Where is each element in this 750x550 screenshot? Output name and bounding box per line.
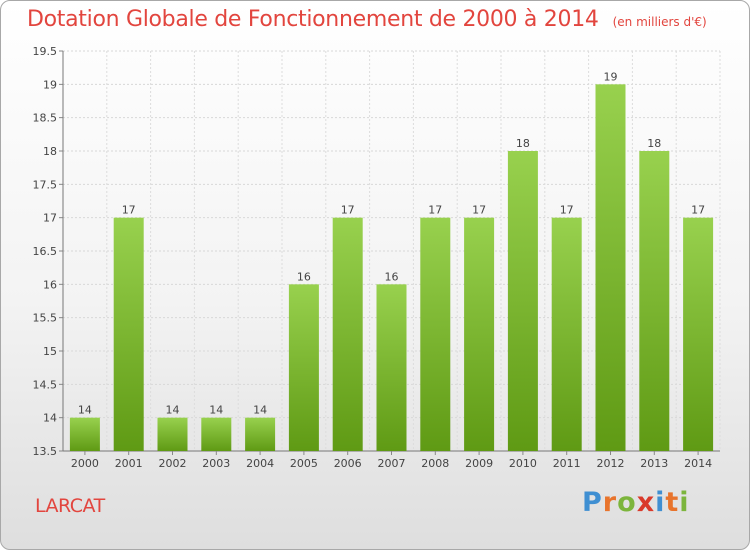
y-tick-label: 19.5 (33, 45, 58, 58)
value-label-2013: 18 (647, 137, 661, 150)
logo-letter: t (665, 487, 680, 518)
bar-2012 (595, 84, 626, 451)
x-tick-label-2006: 2006 (334, 457, 362, 470)
value-label-2010: 18 (516, 137, 530, 150)
logo-letter: x (636, 487, 656, 518)
x-tick-label-2011: 2011 (553, 457, 581, 470)
value-label-2000: 14 (78, 404, 92, 417)
x-tick-label-2009: 2009 (465, 457, 493, 470)
logo-letter: r (602, 487, 618, 518)
bar-2003 (201, 417, 232, 451)
y-tick-label: 13.5 (33, 445, 58, 458)
value-label-2003: 14 (209, 404, 223, 417)
y-tick-label: 14 (43, 412, 57, 425)
value-label-2014: 17 (691, 204, 705, 217)
value-label-2002: 14 (166, 404, 180, 417)
x-tick-label-2012: 2012 (597, 457, 625, 470)
value-label-2008: 17 (428, 204, 442, 217)
bar-2005 (288, 284, 319, 451)
value-label-2007: 16 (385, 270, 399, 283)
value-label-2009: 17 (472, 204, 486, 217)
logo-letter: i (679, 487, 690, 518)
value-label-2001: 17 (122, 204, 136, 217)
x-tick-label-2002: 2002 (159, 457, 187, 470)
x-tick-label-2008: 2008 (421, 457, 449, 470)
y-tick-label: 15 (43, 345, 57, 358)
bar-2014 (683, 217, 714, 451)
x-tick-label-2003: 2003 (202, 457, 230, 470)
logo-letter: o (617, 487, 637, 518)
bar-2008 (420, 217, 451, 451)
chart-title: Dotation Globale de Fonctionnement de 20… (27, 7, 599, 32)
bar-2006 (332, 217, 363, 451)
commune-name: LARCAT (35, 495, 105, 517)
bars (69, 84, 714, 451)
x-tick-label-2007: 2007 (378, 457, 406, 470)
x-tick-label-2001: 2001 (115, 457, 143, 470)
value-label-2006: 17 (341, 204, 355, 217)
proxiti-logo: Proxiti (582, 487, 690, 518)
x-tick-label-2004: 2004 (246, 457, 274, 470)
value-label-2004: 14 (253, 404, 267, 417)
bar-2007 (376, 284, 407, 451)
labels: 13.5 14 14.5 15 15.5 16 16.5 17 17.5 18 18.5 19 19.5… (33, 45, 713, 470)
y-tick-label: 14.5 (33, 378, 58, 391)
chart-unit: (en milliers d'€) (612, 15, 707, 29)
bar-2013 (639, 151, 670, 451)
bar-2001 (113, 217, 144, 451)
bar-2004 (245, 417, 276, 451)
y-tick-label: 16.5 (33, 245, 58, 258)
value-label-2005: 16 (297, 270, 311, 283)
y-tick-label: 16 (43, 278, 57, 291)
x-tick-label-2000: 2000 (71, 457, 99, 470)
y-tick-label: 17 (43, 212, 57, 225)
x-tick-label-2014: 2014 (684, 457, 712, 470)
y-tick-label: 17.5 (33, 178, 58, 191)
y-tick-label: 18 (43, 145, 57, 158)
x-tick-label-2010: 2010 (509, 457, 537, 470)
x-tick-label-2005: 2005 (290, 457, 318, 470)
value-label-2011: 17 (560, 204, 574, 217)
bar-2010 (507, 151, 538, 451)
x-tick-label-2013: 2013 (640, 457, 668, 470)
logo-letter: P (582, 487, 603, 518)
bar-2009 (464, 217, 495, 451)
y-tick-label: 19 (43, 78, 57, 91)
chart-title-block: Dotation Globale de Fonctionnement de 20… (27, 7, 707, 32)
bar-2002 (157, 417, 188, 451)
y-tick-label: 18.5 (33, 112, 58, 125)
value-label-2012: 19 (604, 70, 618, 83)
y-tick-label: 15.5 (33, 312, 58, 325)
bar-2000 (69, 417, 100, 451)
bar-2011 (551, 217, 582, 451)
logo-letter: i (655, 487, 666, 518)
